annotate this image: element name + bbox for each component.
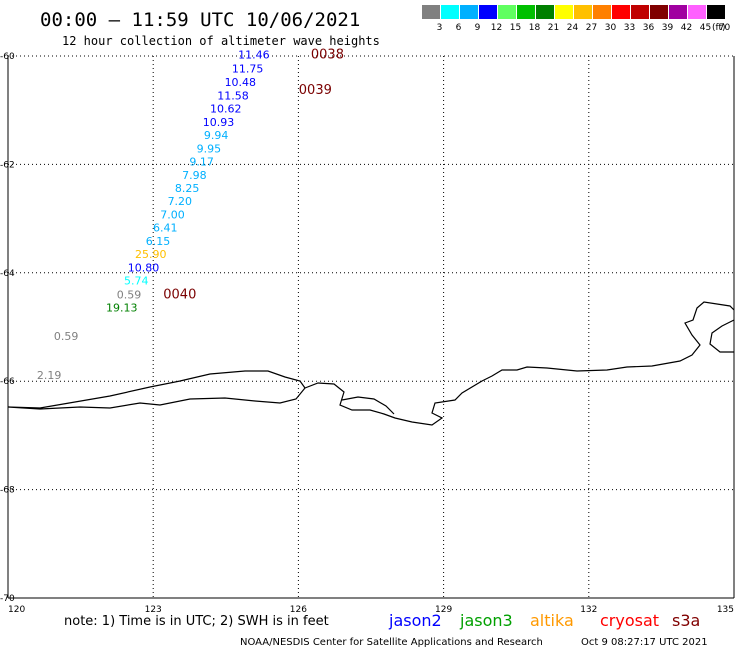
wave-height-label: 9.94: [204, 129, 229, 142]
graticule: [8, 55, 734, 598]
pass-time-labels: 0038 0039 0040: [163, 48, 344, 303]
footer-note: note: 1) Time is in UTC; 2) SWH is in fe…: [64, 614, 329, 629]
legend-swatch: [707, 5, 725, 19]
latitude-tick-label: -60: [0, 52, 15, 62]
satellite-name: cryosat: [600, 611, 659, 630]
wave-height-label: 6.15: [146, 235, 171, 248]
longitude-tick-label: 120: [8, 605, 25, 615]
wave-height-legend: 3 6 9 12 15 18 21 24 27 30 33 36 39 42 45 70: [422, 5, 730, 33]
satellite-name: jason3: [459, 611, 513, 630]
satellite-name: altika: [530, 611, 574, 630]
wave-height-label: 5.74: [124, 275, 149, 288]
legend-bin-label: 12: [491, 23, 502, 33]
wave-height-label: 2.19: [37, 369, 62, 382]
legend-bin-label: 15: [510, 23, 521, 33]
wave-height-label: 9.95: [197, 142, 222, 155]
generation-timestamp: Oct 9 08:27:17 UTC 2021: [581, 637, 708, 648]
wave-height-label: 19.13: [106, 301, 138, 314]
wave-height-labels: 11.4611.7510.4811.5810.6210.939.949.959.…: [37, 49, 270, 382]
satellite-name: s3a: [672, 611, 700, 630]
wave-height-label: 6.41: [153, 222, 178, 235]
legend-swatch: [555, 5, 573, 19]
map-subtitle: 12 hour collection of altimeter wave hei…: [62, 34, 380, 48]
legend-bin-label: 21: [548, 23, 559, 33]
wave-height-label: 11.75: [232, 62, 264, 75]
wave-height-label: 10.80: [128, 262, 160, 275]
legend-bin-label: 24: [567, 23, 579, 33]
legend-bin-label: 6: [456, 23, 462, 33]
legend-swatch: [669, 5, 687, 19]
credit-line: NOAA/NESDIS Center for Satellite Applica…: [240, 637, 543, 648]
wave-height-label: 0.59: [117, 288, 142, 301]
wave-height-label: 25.90: [135, 248, 167, 261]
legend-swatch: [498, 5, 516, 19]
wave-height-label: 7.20: [168, 195, 193, 208]
legend-bin-label: 39: [662, 23, 674, 33]
wave-height-label: 0.59: [54, 330, 79, 343]
legend-bin-label: 36: [643, 23, 655, 33]
legend-bin-label: 70: [719, 23, 731, 33]
legend-swatch: [631, 5, 649, 19]
map-title: 00:00 – 11:59 UTC 10/06/2021: [40, 9, 360, 31]
latitude-tick-label: -66: [0, 377, 15, 387]
legend-bin-label: 33: [624, 23, 635, 33]
legend-swatch: [441, 5, 459, 19]
legend-swatch: [479, 5, 497, 19]
legend-swatch: [688, 5, 706, 19]
pass-time-label: 0039: [299, 83, 332, 98]
legend-swatch: [574, 5, 592, 19]
satellite-name: jason2: [388, 611, 442, 630]
pass-time-label: 0038: [311, 48, 344, 63]
wave-height-label: 10.93: [203, 116, 235, 129]
legend-swatch: [460, 5, 478, 19]
latitude-tick-label: -64: [0, 269, 15, 279]
legend-swatch: [612, 5, 630, 19]
longitude-tick-label: 129: [435, 605, 452, 615]
legend-swatch: [422, 5, 440, 19]
longitude-tick-label: 126: [290, 605, 307, 615]
wave-height-label: 10.62: [210, 102, 242, 115]
wave-height-label: 7.98: [182, 169, 207, 182]
latitude-tick-label: -62: [0, 160, 15, 170]
legend-bin-label: 30: [605, 23, 617, 33]
legend-swatch: [650, 5, 668, 19]
legend-bin-label: 18: [529, 23, 541, 33]
legend-bin-label: 9: [475, 23, 481, 33]
wave-height-label: 10.48: [225, 76, 257, 89]
legend-bin-label: 45: [700, 23, 711, 33]
legend-bin-label: 27: [586, 23, 597, 33]
antarctic-coastline: [7, 301, 735, 426]
legend-unit-label: (ft): [712, 23, 726, 33]
latitude-tick-label: -70: [0, 594, 15, 604]
wave-height-label: 11.58: [217, 89, 249, 102]
legend-swatch: [593, 5, 611, 19]
longitude-tick-label: 132: [580, 605, 597, 615]
map-frame: [7, 56, 735, 599]
wave-height-label: 8.25: [175, 182, 200, 195]
axis-tick-labels: 120 123 126 129 132 135 -60 -62 -64 -66 -68 -70: [0, 52, 734, 615]
pass-time-label: 0040: [163, 287, 196, 302]
wave-height-label: 9.17: [189, 155, 214, 168]
wave-height-label: 7.00: [160, 209, 185, 222]
latitude-tick-label: -68: [0, 486, 15, 496]
longitude-tick-label: 135: [717, 605, 734, 615]
legend-swatch: [517, 5, 535, 19]
longitude-tick-label: 123: [145, 605, 162, 615]
legend-swatch: [536, 5, 554, 19]
legend-bin-label: 42: [681, 23, 692, 33]
legend-bin-label: 3: [437, 23, 443, 33]
satellite-legend: jason2 jason3 altika cryosat s3a: [388, 611, 700, 630]
wave-height-label: 11.46: [238, 49, 270, 62]
